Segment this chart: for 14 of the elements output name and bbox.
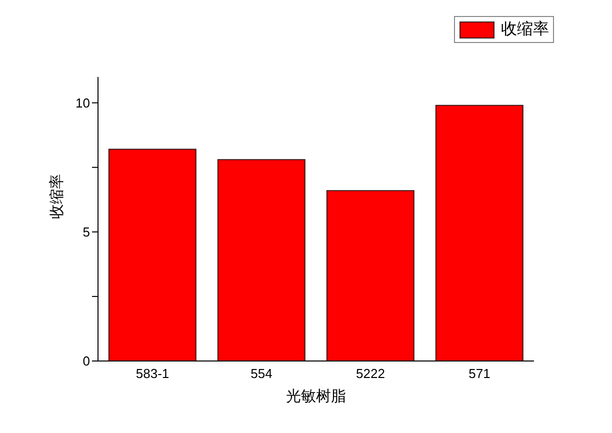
bar	[435, 104, 524, 361]
y-axis-title: 收缩率	[48, 174, 66, 219]
x-tick-label: 5222	[356, 366, 385, 382]
x-tick-label: 554	[250, 366, 272, 382]
bar	[326, 190, 414, 361]
bar	[108, 148, 196, 361]
y-tick-label: 5	[82, 224, 90, 240]
legend-label: 收缩率	[501, 20, 549, 40]
y-tick-label: 0	[82, 354, 90, 369]
bar	[217, 159, 306, 361]
x-axis-title: 光敏树脂	[286, 388, 346, 405]
x-tick-label: 571	[468, 366, 490, 382]
y-tick-label: 10	[76, 95, 90, 110]
x-tick-label: 583-1	[136, 366, 170, 382]
